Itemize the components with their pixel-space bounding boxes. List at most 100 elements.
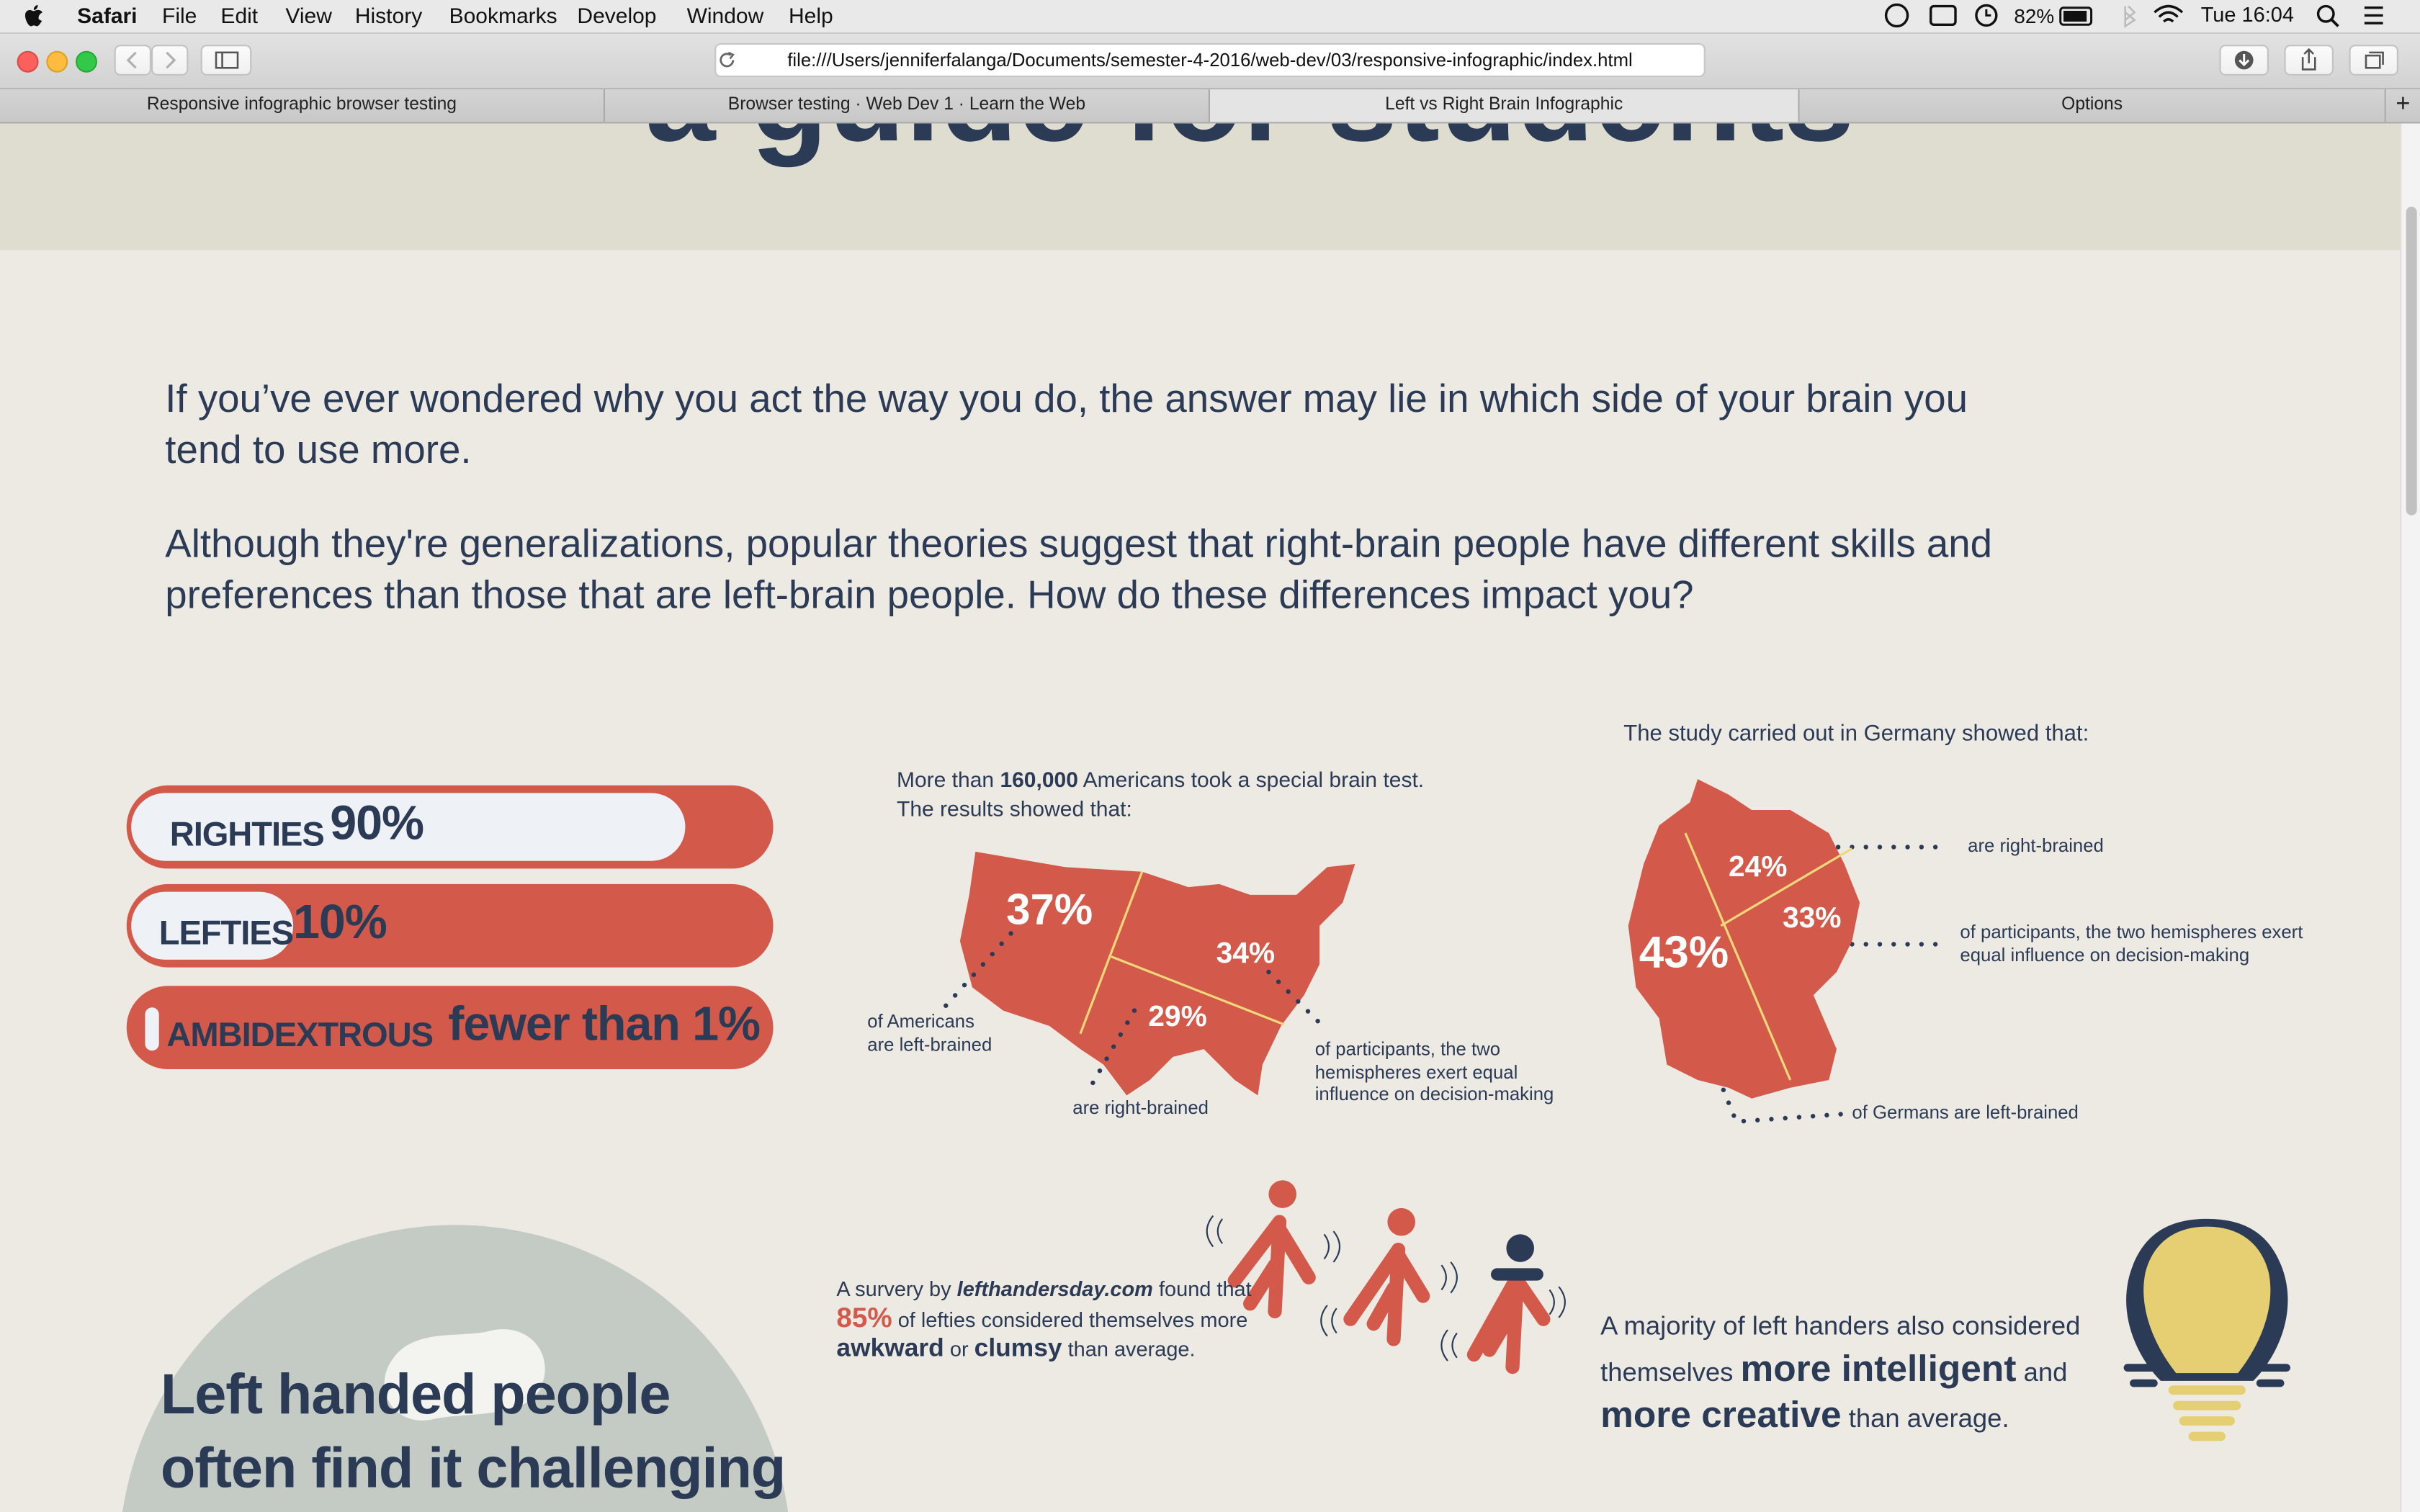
map-divider [1720,847,1853,927]
toolbar: file:///Users/jenniferfalanga/Documents/… [0,34,2420,90]
stat-bar: AMBIDEXTROUS fewer than 1% [126,986,774,1069]
scrollbar[interactable] [2400,122,2420,1512]
region-caption: of participants, the two hemispheres exe… [1314,1038,1554,1105]
germany-title: The study carried out in Germany showed … [1623,721,2089,747]
sidebar-button[interactable] [200,45,252,76]
map-divider [1111,955,1285,1026]
menu-bar: Safari File Edit View History Bookmarks … [0,0,2420,35]
downloads-button[interactable] [2219,45,2269,76]
stat-bar: RIGHTIES 90% [126,785,774,869]
text: and [2023,1357,2068,1387]
text: or [949,1337,969,1361]
share-button[interactable] [2284,45,2334,76]
region-caption: of Germans are left-brained [1852,1102,2079,1123]
majority-text: A majority of left handers also consider… [1600,1305,2110,1441]
address-bar[interactable]: file:///Users/jenniferfalanga/Documents/… [714,43,1706,78]
highlight: 85% [836,1302,892,1333]
intro-paragraph: If you’ve ever wondered why you act the … [165,378,1968,472]
stat-value: fewer than 1% [448,996,761,1051]
text: of lefties considered themselves more [897,1308,1248,1332]
text: found that [1158,1277,1252,1301]
tab[interactable]: Browser testing · Web Dev 1 · Learn the … [605,89,1210,122]
region-percent: 33% [1783,902,1842,935]
zoom-button[interactable] [76,50,97,73]
intro-paragraph: Although they're generalizations, popula… [165,523,1993,618]
region-caption: are right-brained [1968,834,2104,857]
menu-item[interactable]: Bookmarks [449,3,557,28]
close-button[interactable] [17,50,39,73]
header-band: a guide for students [0,122,2401,251]
us-study-lead: More than 160,000 Americans took a speci… [897,765,1514,824]
map-divider [1079,871,1144,1035]
text: than average. [1067,1337,1196,1361]
scroll-thumb[interactable] [2406,207,2417,516]
tab[interactable]: Responsive infographic browser testing [0,89,605,122]
germany-map [1628,779,1860,1099]
stat-label: LEFTIES [158,913,294,953]
stat-bar: LEFTIES10% [126,883,774,968]
highlight: lefthandersday.com [956,1277,1153,1301]
menu-item[interactable]: File [162,3,197,28]
status-icons[interactable] [1876,0,2061,32]
text: Americans took a special brain test. [1083,767,1425,792]
tab-bar: Responsive infographic browser testing B… [0,89,2420,124]
menu-item[interactable]: Edit [220,3,259,28]
region-caption: of Americans are left-brained [867,1010,992,1055]
text: The results showed that: [897,796,1132,821]
map-divider [1684,832,1792,1081]
minimize-button[interactable] [46,50,68,73]
url-text[interactable]: file:///Users/jenniferfalanga/Documents/… [787,49,1633,71]
app-menu[interactable]: Safari [77,3,138,28]
highlight: more intelligent [1740,1348,2017,1390]
menu-item[interactable]: Help [789,3,833,28]
section-heading: Left handed people often find it challen… [160,1362,786,1500]
highlight: 160,000 [1000,767,1078,792]
status-icons[interactable] [2312,0,2405,32]
region-percent: 29% [1148,1001,1207,1034]
text: More than [897,767,995,792]
text: than average. [1848,1403,2009,1434]
menu-item[interactable]: Develop [577,3,657,28]
forward-button[interactable] [151,45,189,76]
text: A majority of left handers also consider… [1600,1311,2081,1387]
stat-value: 10% [293,894,387,949]
stat-label: RIGHTIES [169,814,325,853]
status-icons[interactable] [2057,0,2227,32]
reload-button[interactable] [716,50,738,71]
tabs-button[interactable] [2349,45,2398,76]
back-button[interactable] [114,45,151,76]
menu-item[interactable]: Window [686,3,764,28]
battery-percent[interactable]: 82% [2014,4,2055,28]
survey-text: A survery by lefthandersday.com found th… [836,1274,1253,1364]
motion-marks [1206,1215,1566,1362]
region-caption: are right-brained [1072,1097,1209,1119]
stat-fill [145,1007,159,1051]
page-heading: a guide for students [645,122,1855,171]
text: A survery by [836,1277,951,1301]
clock[interactable]: Tue 16:04 [2200,3,2294,27]
menu-item[interactable]: History [354,3,423,28]
region-percent: 43% [1639,929,1729,978]
new-tab-button[interactable]: + [2385,89,2420,122]
highlight: more creative [1600,1395,1842,1436]
light-bulb [2123,1218,2290,1441]
decor-blob [384,1329,545,1421]
stat-fill [131,793,686,861]
apple-menu[interactable] [19,1,50,32]
menu-item[interactable]: View [285,3,332,28]
stat-value: 90% [330,796,424,850]
region-percent: 34% [1216,937,1276,971]
highlight: awkward [836,1334,944,1363]
highlight: clumsy [974,1334,1062,1363]
tab[interactable]: Options [1799,89,2386,122]
stat-fill [131,891,294,960]
stat-label: AMBIDEXTROUS [166,1015,434,1054]
region-caption: of participants, the two hemispheres exe… [1960,921,2303,966]
tab-active[interactable]: Left vs Right Brain Infographic [1210,89,1800,122]
people-figures [1227,1180,1551,1374]
region-percent: 24% [1729,851,1788,884]
region-percent: 37% [1006,886,1093,934]
